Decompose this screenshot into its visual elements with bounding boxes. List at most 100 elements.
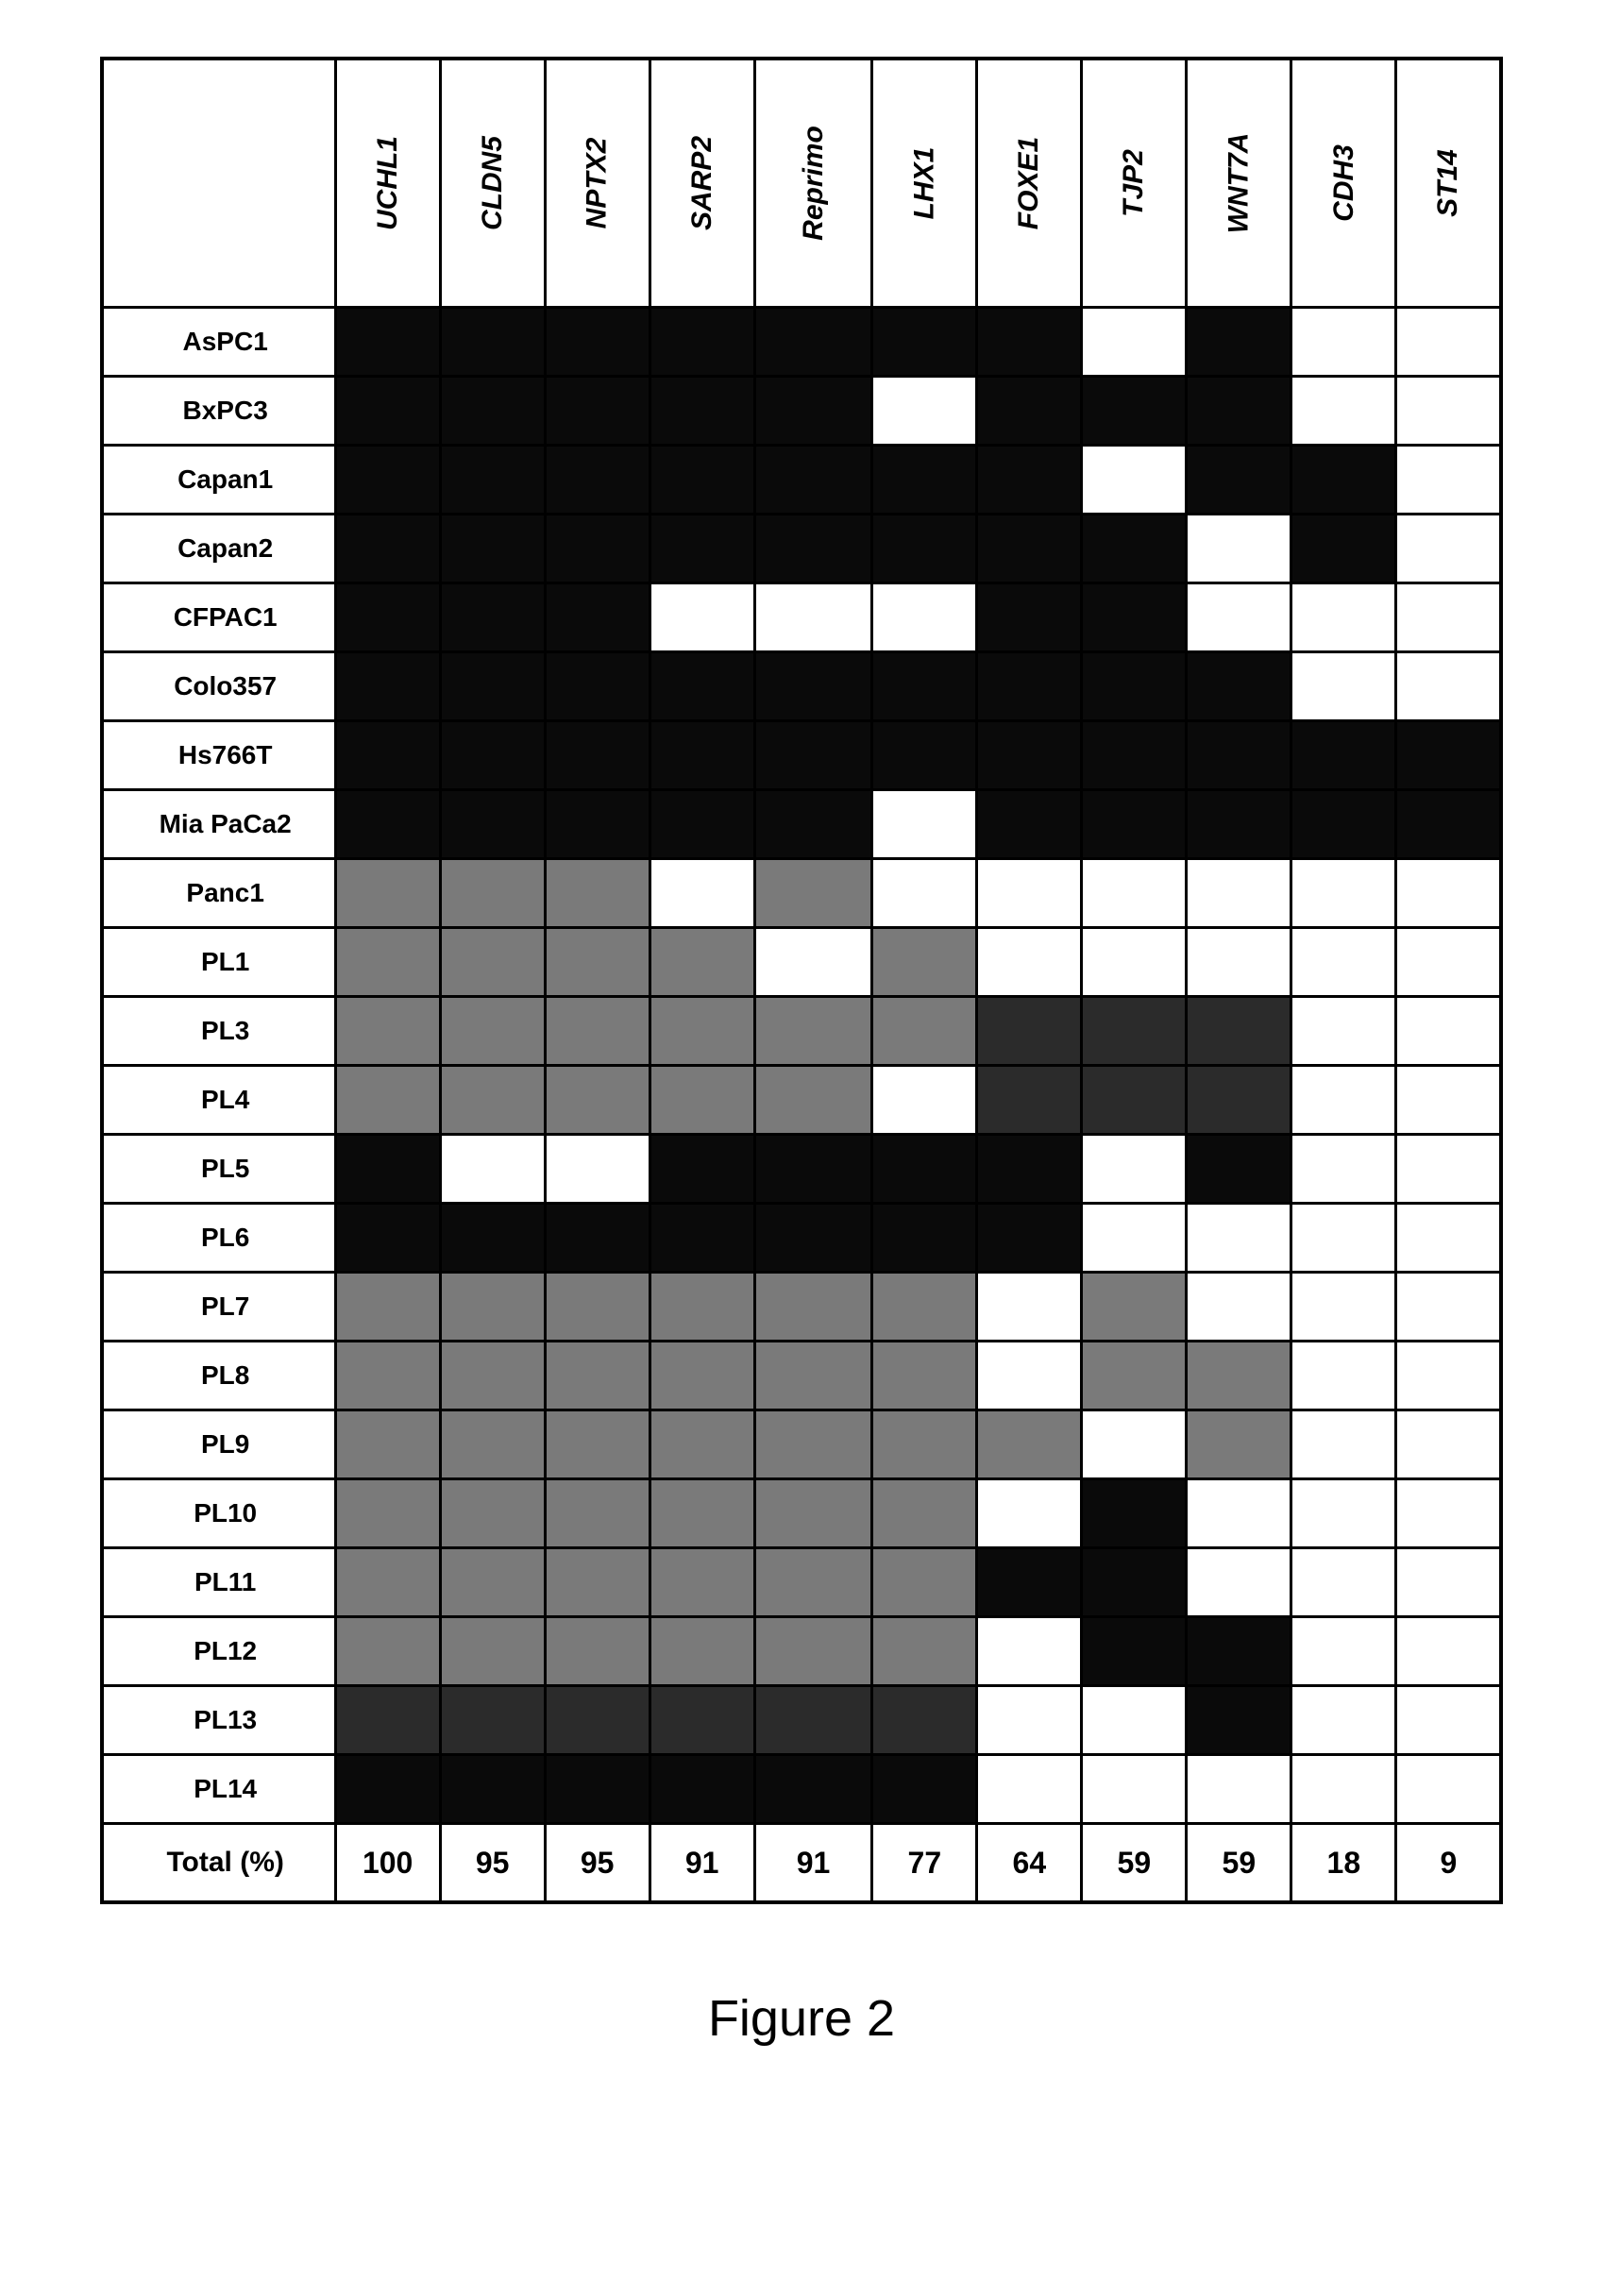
col-header-uchl1: UCHL1 — [335, 59, 440, 308]
row-header-pl14: PL14 — [102, 1755, 336, 1824]
cell — [1396, 652, 1502, 721]
cell — [977, 1204, 1082, 1273]
cell — [545, 515, 650, 583]
cell — [650, 1342, 754, 1410]
cell — [650, 583, 754, 652]
cell — [977, 1617, 1082, 1686]
row-header-bxpc3: BxPC3 — [102, 377, 336, 446]
row-header-pl7: PL7 — [102, 1273, 336, 1342]
cell — [650, 1135, 754, 1204]
col-header-label: NPTX2 — [582, 138, 614, 229]
cell — [1396, 1548, 1502, 1617]
cell — [1082, 859, 1187, 928]
table-row: Mia PaCa2 — [102, 790, 1502, 859]
table-row: PL14 — [102, 1755, 1502, 1824]
cell — [440, 1273, 545, 1342]
cell — [440, 1755, 545, 1824]
cell — [1396, 721, 1502, 790]
cell — [1187, 1135, 1291, 1204]
row-header-pl10: PL10 — [102, 1479, 336, 1548]
cell — [1291, 1548, 1396, 1617]
cell — [754, 859, 872, 928]
cell — [1291, 859, 1396, 928]
cell — [1396, 1204, 1502, 1273]
table-row: PL1 — [102, 928, 1502, 997]
table-row: Capan1 — [102, 446, 1502, 515]
cell — [1291, 1204, 1396, 1273]
cell — [650, 1479, 754, 1548]
cell — [1082, 790, 1187, 859]
cell — [1082, 997, 1187, 1066]
cell — [977, 859, 1082, 928]
cell — [1187, 1273, 1291, 1342]
cell — [335, 308, 440, 377]
cell — [754, 790, 872, 859]
row-header-aspc1: AsPC1 — [102, 308, 336, 377]
cell — [1082, 1273, 1187, 1342]
cell — [1082, 1204, 1187, 1273]
cell — [977, 1410, 1082, 1479]
cell — [1291, 377, 1396, 446]
cell — [545, 859, 650, 928]
cell — [1082, 1479, 1187, 1548]
table-row: PL5 — [102, 1135, 1502, 1204]
cell — [977, 790, 1082, 859]
table-row: CFPAC1 — [102, 583, 1502, 652]
col-header-nptx2: NPTX2 — [545, 59, 650, 308]
cell — [1187, 515, 1291, 583]
cell — [650, 308, 754, 377]
cell — [545, 721, 650, 790]
cell — [545, 377, 650, 446]
cell — [977, 928, 1082, 997]
cell — [1082, 928, 1187, 997]
cell — [1291, 1686, 1396, 1755]
total-cell: 59 — [1187, 1824, 1291, 1903]
cell — [545, 652, 650, 721]
cell — [335, 1066, 440, 1135]
cell — [1082, 1548, 1187, 1617]
col-header-wnt7a: WNT7A — [1187, 59, 1291, 308]
cell — [650, 1617, 754, 1686]
cell — [872, 446, 977, 515]
cell — [754, 1686, 872, 1755]
cell — [754, 1755, 872, 1824]
cell — [1291, 1342, 1396, 1410]
col-header-sarp2: SARP2 — [650, 59, 754, 308]
cell — [545, 997, 650, 1066]
cell — [440, 997, 545, 1066]
cell — [872, 1204, 977, 1273]
header-row: UCHL1CLDN5NPTX2SARP2ReprimoLHX1FOXE1TJP2… — [102, 59, 1502, 308]
figure-caption: Figure 2 — [94, 1989, 1509, 2048]
cell — [650, 1755, 754, 1824]
total-cell: 77 — [872, 1824, 977, 1903]
cell — [1396, 1617, 1502, 1686]
total-cell: 91 — [754, 1824, 872, 1903]
cell — [1187, 928, 1291, 997]
table-row: PL10 — [102, 1479, 1502, 1548]
total-cell: 59 — [1082, 1824, 1187, 1903]
cell — [1187, 446, 1291, 515]
cell — [1291, 583, 1396, 652]
col-header-label: CLDN5 — [477, 136, 509, 230]
row-header-capan2: Capan2 — [102, 515, 336, 583]
col-header-label: SARP2 — [686, 136, 718, 230]
cell — [650, 1410, 754, 1479]
total-cell: 9 — [1396, 1824, 1502, 1903]
cell — [440, 308, 545, 377]
cell — [872, 1479, 977, 1548]
cell — [1187, 652, 1291, 721]
cell — [1082, 1686, 1187, 1755]
cell — [977, 446, 1082, 515]
cell — [872, 1066, 977, 1135]
totals-row: Total (%) 1009595919177645959189 — [102, 1824, 1502, 1903]
col-header-label: TJP2 — [1118, 149, 1150, 217]
cell — [440, 583, 545, 652]
cell — [335, 515, 440, 583]
cell — [545, 1204, 650, 1273]
col-header-label: UCHL1 — [372, 136, 404, 230]
cell — [872, 1410, 977, 1479]
cell — [440, 928, 545, 997]
cell — [977, 1342, 1082, 1410]
cell — [872, 515, 977, 583]
cell — [977, 515, 1082, 583]
